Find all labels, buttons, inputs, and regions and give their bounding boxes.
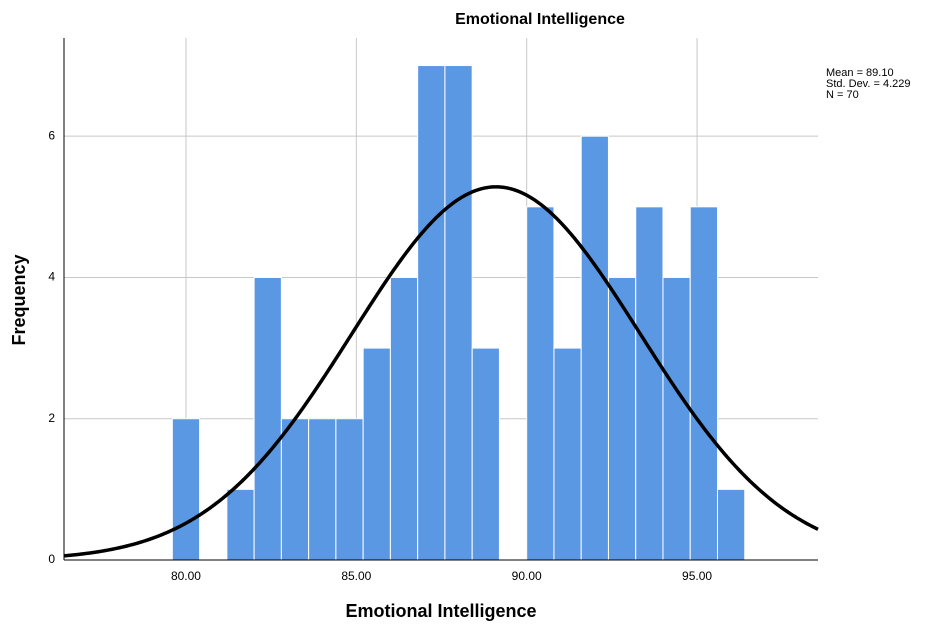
y-tick-label: 0 — [48, 552, 55, 566]
bar — [253, 276, 282, 561]
bar — [171, 418, 201, 561]
bar — [716, 488, 746, 561]
bar — [689, 206, 718, 561]
annotation: N = 70 — [826, 89, 859, 101]
y-axis-label: Frequency — [9, 254, 29, 345]
x-axis-label: Emotional Intelligence — [345, 601, 536, 621]
bar — [308, 418, 337, 561]
bar — [444, 65, 473, 561]
x-tick-label: 90.00 — [512, 569, 542, 583]
bar — [226, 488, 255, 561]
bar — [662, 276, 691, 561]
bar — [362, 347, 391, 561]
annotation: Mean = 89.10 — [826, 67, 894, 79]
y-tick-label: 2 — [48, 411, 55, 425]
bar — [417, 65, 446, 561]
x-tick-label: 85.00 — [341, 569, 371, 583]
bar — [635, 206, 664, 561]
bar — [471, 347, 500, 561]
y-tick-label: 6 — [48, 128, 55, 142]
bar — [280, 418, 310, 561]
bar — [553, 347, 582, 561]
bar — [580, 135, 609, 561]
bar — [526, 206, 555, 561]
annotation: Std. Dev. = 4.229 — [826, 78, 911, 90]
normal-curve — [63, 185, 819, 558]
bar — [607, 276, 637, 561]
x-tick-label: 95.00 — [682, 569, 712, 583]
bar — [389, 276, 419, 561]
x-tick-label: 80.00 — [171, 569, 201, 583]
bar — [335, 418, 364, 561]
chart-title: Emotional Intelligence — [455, 11, 625, 28]
y-tick-label: 4 — [48, 270, 55, 284]
